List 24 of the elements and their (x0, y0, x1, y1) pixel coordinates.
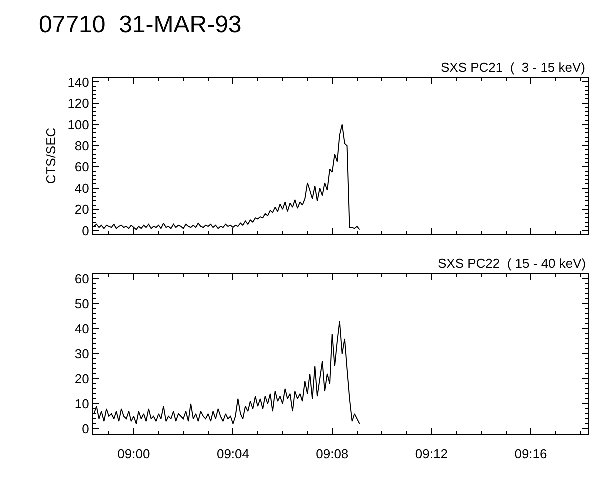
y-tick-label: 100 (68, 117, 90, 132)
x-tick-label: 09:08 (316, 446, 349, 462)
y-tick-label: 20 (74, 372, 90, 387)
x-tick-label: 09:04 (216, 446, 250, 462)
y-tick-label: 30 (74, 346, 90, 362)
y-tick-label: 0 (82, 422, 90, 437)
x-tick-label: 09:00 (118, 446, 150, 462)
y-tick-label: 10 (74, 396, 90, 412)
y-tick-label: 140 (68, 74, 90, 90)
y-tick-label: 60 (74, 160, 90, 175)
chart-title: 07710 31-MAR-93 (39, 11, 242, 38)
y-tick-label: 80 (74, 138, 90, 154)
y-tick-label: 20 (74, 202, 90, 218)
y-tick-label: 40 (74, 322, 90, 337)
y-tick-label: 60 (74, 272, 90, 287)
chart-subtitle: SXS PC21 ( 3 - 15 keV) (441, 60, 586, 75)
y-tick-label: 0 (82, 223, 90, 238)
chart-subtitle: SXS PC22 ( 15 - 40 keV) (438, 256, 586, 271)
x-tick-label: 09:12 (415, 446, 448, 462)
y-tick-label: 120 (68, 96, 90, 112)
y-tick-label: 50 (74, 296, 90, 312)
y-axis-title: CTS/SEC (44, 128, 59, 184)
y-tick-label: 40 (74, 180, 90, 196)
x-tick-label: 09:16 (514, 446, 548, 462)
